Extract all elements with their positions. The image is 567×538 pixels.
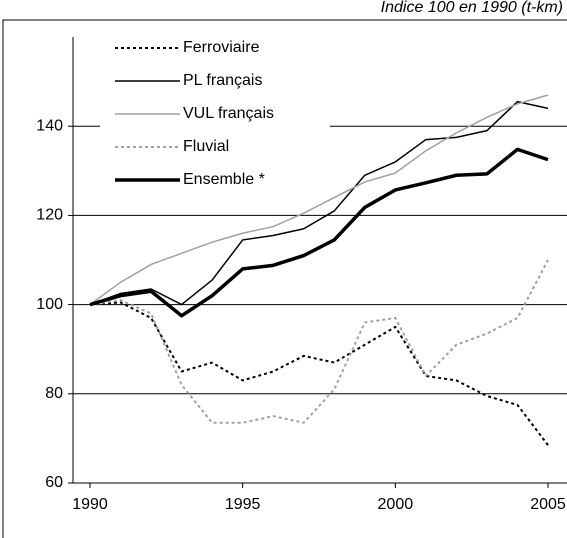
series-line [89, 100, 549, 306]
y-tick-label: 80 [45, 385, 63, 402]
legend: Ferroviaire PL français VUL français Fluvia… [100, 35, 330, 193]
legend-label: Ensemble * [183, 171, 265, 188]
x-tick-label: 1990 [72, 496, 108, 513]
legend-label: Fluvial [183, 138, 229, 155]
legend-label: Ferroviaire [183, 39, 260, 56]
y-tick-label: 140 [36, 117, 63, 134]
legend-label: VUL français [183, 105, 274, 122]
y-tick-label: 100 [36, 296, 63, 313]
y-tick-label: 60 [45, 474, 63, 491]
subtitle: Indice 100 en 1990 (t-km) [381, 0, 563, 16]
series-line [89, 259, 549, 424]
x-tick-label: 2005 [530, 496, 566, 513]
series-line [89, 301, 549, 446]
series-line [89, 94, 549, 306]
series-line [89, 147, 549, 318]
x-tick-label: 2000 [378, 496, 414, 513]
legend-label: PL français [183, 72, 262, 89]
frame [2, 19, 567, 538]
x-tick-label: 1995 [225, 496, 261, 513]
y-tick-label: 120 [36, 207, 63, 224]
